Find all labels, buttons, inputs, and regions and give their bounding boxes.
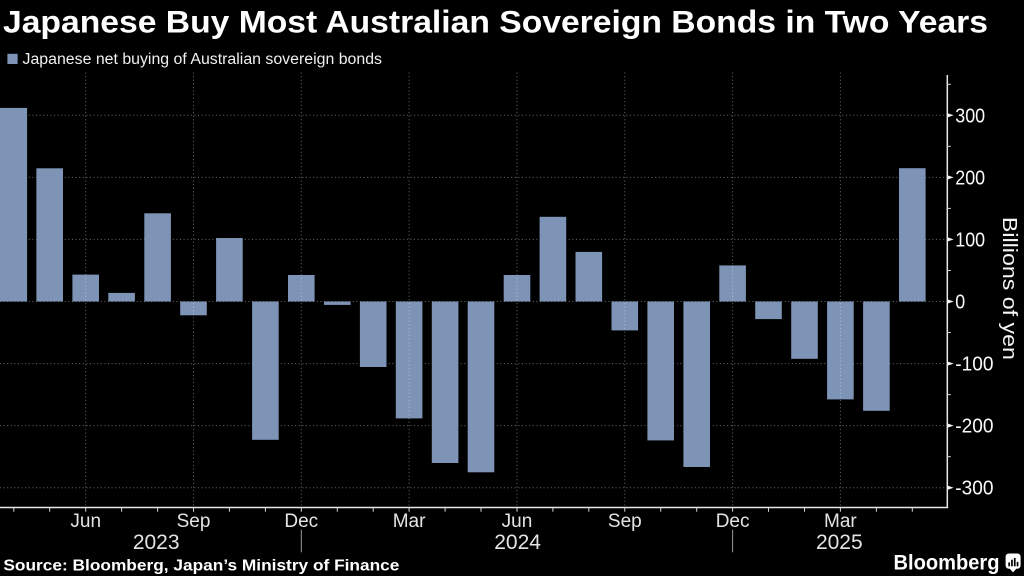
svg-text:200: 200 — [955, 167, 985, 189]
svg-text:Bloomberg: Bloomberg — [894, 551, 1000, 575]
svg-text:2023: 2023 — [133, 531, 180, 554]
svg-text:-300: -300 — [955, 478, 993, 500]
svg-text:300: 300 — [955, 105, 985, 127]
svg-text:Mar: Mar — [824, 511, 857, 532]
svg-text:Dec: Dec — [284, 511, 318, 532]
svg-text:Jun: Jun — [502, 511, 533, 532]
svg-text:-200: -200 — [955, 416, 993, 438]
svg-text:0: 0 — [955, 292, 965, 314]
svg-text:Dec: Dec — [716, 511, 750, 532]
svg-text:Source: Bloomberg, Japan’s Min: Source: Bloomberg, Japan’s Ministry of F… — [3, 557, 399, 574]
svg-text:Jun: Jun — [70, 511, 101, 532]
svg-text:Japanese Buy Most Australian S: Japanese Buy Most Australian Sovereign B… — [3, 4, 988, 40]
svg-text:2024: 2024 — [494, 531, 541, 554]
svg-text:Japanese net buying of Austral: Japanese net buying of Australian sovere… — [23, 51, 383, 68]
svg-text:2025: 2025 — [816, 531, 863, 554]
svg-text:Billions of yen: Billions of yen — [998, 217, 1020, 360]
svg-text:Sep: Sep — [177, 511, 211, 532]
svg-text:100: 100 — [955, 229, 985, 251]
svg-text:-100: -100 — [955, 354, 993, 376]
svg-text:Mar: Mar — [393, 511, 426, 532]
svg-text:Sep: Sep — [608, 511, 642, 532]
